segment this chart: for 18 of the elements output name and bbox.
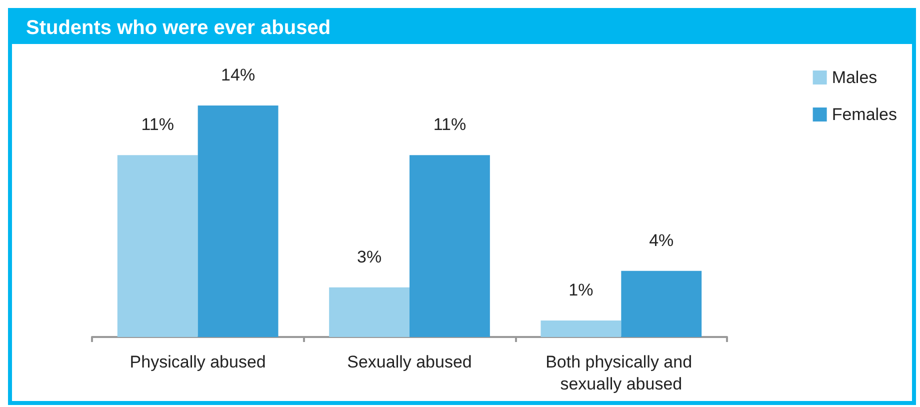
data-label: 4%	[649, 230, 674, 250]
data-label: 1%	[568, 280, 594, 300]
legend-label: Males	[832, 68, 878, 87]
bar	[198, 106, 278, 337]
data-label: 11%	[141, 115, 174, 134]
data-label: 14%	[221, 66, 256, 85]
x-tick-label: Both physically and sexually abused	[546, 352, 697, 394]
data-label: 3%	[356, 247, 382, 266]
bar	[117, 155, 198, 337]
x-tick-label: Physically abused	[130, 352, 266, 372]
bar	[329, 287, 410, 337]
x-tick-label: Sexually abused	[347, 352, 472, 372]
bar	[540, 320, 622, 337]
bar	[621, 270, 702, 337]
legend-label: Females	[832, 105, 897, 124]
bar	[410, 155, 490, 337]
data-label: 11%	[433, 115, 466, 134]
chart-title: Students who were ever abused	[12, 12, 912, 44]
